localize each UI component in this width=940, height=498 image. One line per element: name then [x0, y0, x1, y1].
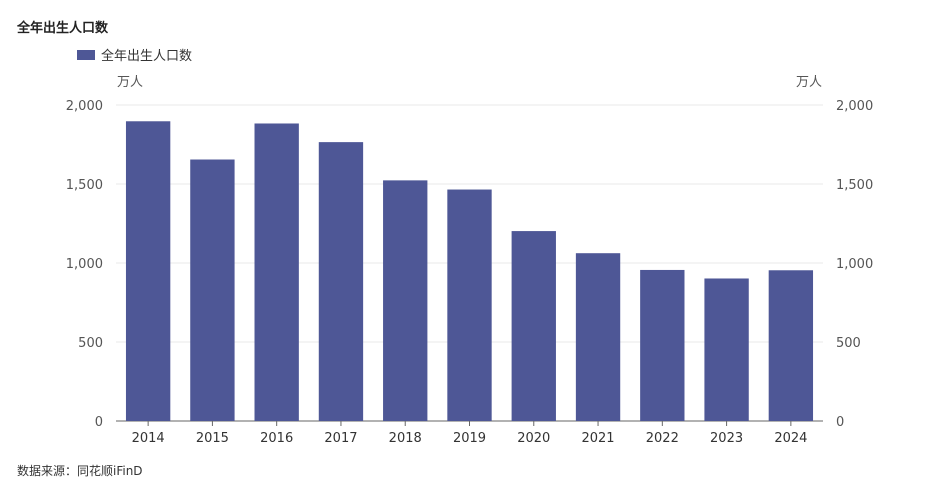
y-tick-label-right: 500: [836, 336, 861, 351]
bar-2021: [575, 253, 621, 421]
y-tick-label-left: 1,000: [66, 257, 103, 272]
x-tick-label: 2016: [260, 431, 293, 446]
bar-2018: [383, 180, 428, 421]
x-tick-label: 2024: [774, 431, 807, 446]
y-axis-unit-left: 万人: [117, 75, 144, 90]
bar-2022: [640, 269, 685, 421]
x-tick-label: 2015: [196, 431, 229, 446]
x-tick-label: 2021: [581, 431, 614, 446]
y-tick-label-left: 0: [95, 415, 103, 430]
y-tick-label-left: 2,000: [66, 99, 103, 114]
bar-2020: [511, 231, 556, 421]
data-source: 数据来源：同花顺iFinD: [17, 464, 143, 478]
bar-2015: [190, 159, 235, 421]
legend-swatch: [77, 49, 95, 60]
bar-2019: [447, 189, 492, 421]
y-tick-label-left: 1,500: [66, 178, 103, 193]
y-tick-label-right: 1,000: [836, 257, 873, 272]
y-tick-label-left: 500: [78, 336, 103, 351]
x-tick-label: 2019: [453, 431, 486, 446]
x-tick-label: 2022: [646, 431, 679, 446]
y-tick-label-right: 0: [836, 415, 844, 430]
chart-legend: 全年出生人口数: [77, 45, 192, 64]
chart-title: 全年出生人口数: [17, 21, 109, 36]
bar-2024: [768, 270, 814, 421]
bar-2016: [254, 123, 299, 422]
x-tick-label: 2017: [324, 431, 357, 446]
bar-2023: [704, 278, 749, 421]
bar-2017: [318, 142, 364, 421]
legend-label: 全年出生人口数: [101, 49, 193, 64]
x-tick-label: 2014: [132, 431, 165, 446]
y-tick-label-right: 2,000: [836, 99, 873, 114]
y-tick-label-right: 1,500: [836, 178, 873, 193]
x-tick-label: 2018: [389, 431, 422, 446]
x-tick-label: 2020: [517, 431, 550, 446]
bar-2014: [125, 121, 171, 422]
x-tick-label: 2023: [710, 431, 743, 446]
y-axis-unit-right: 万人: [796, 75, 823, 90]
